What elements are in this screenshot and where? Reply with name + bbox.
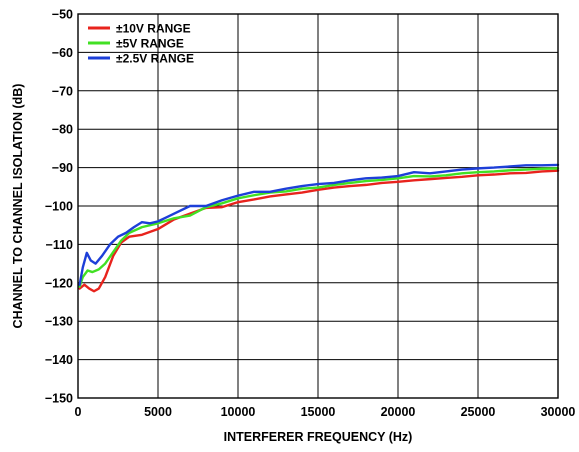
- series-line-0: [78, 169, 560, 293]
- legend: ±10V RANGE±5V RANGE±2.5V RANGE: [88, 21, 194, 65]
- y-tick-label: −50: [52, 8, 73, 22]
- y-tick-label: −140: [45, 353, 73, 367]
- x-tick-label: 20000: [381, 405, 416, 419]
- series-line-1: [78, 167, 560, 288]
- series-line-2: [78, 163, 560, 286]
- x-tick-label: 15000: [301, 405, 336, 419]
- x-tick-label: 5000: [144, 405, 172, 419]
- series-layer: [78, 163, 560, 293]
- grid: [77, 13, 559, 399]
- x-axis-title: INTERFERER FREQUENCY (Hz): [224, 430, 413, 444]
- y-tick-label: −90: [52, 161, 73, 175]
- y-tick-label: −150: [45, 392, 73, 406]
- legend-label-2: ±2.5V RANGE: [116, 51, 194, 65]
- plot-frame: [77, 13, 559, 399]
- x-tick-label: 10000: [221, 405, 256, 419]
- y-tick-label: −70: [52, 84, 73, 98]
- y-tick-label: −100: [45, 200, 73, 214]
- legend-label-1: ±5V RANGE: [116, 36, 184, 50]
- legend-label-0: ±10V RANGE: [116, 21, 191, 35]
- y-axis-ticks: −50 −60 −70 −80 −90 −100 −110 −120 −130 −140 −150: [45, 8, 73, 406]
- y-tick-label: −110: [46, 238, 74, 252]
- x-tick-label: 30000: [541, 405, 576, 419]
- x-axis-ticks: 0 5000 10000 15000 20000 25000 30000: [75, 405, 576, 419]
- x-tick-label: 0: [75, 405, 82, 419]
- y-axis-title: CHANNEL TO CHANNEL ISOLATION (dB): [11, 84, 25, 329]
- x-tick-label: 25000: [461, 405, 496, 419]
- y-tick-label: −120: [45, 276, 73, 290]
- y-tick-label: −80: [52, 123, 73, 137]
- y-tick-label: −130: [45, 315, 73, 329]
- y-tick-label: −60: [52, 46, 73, 60]
